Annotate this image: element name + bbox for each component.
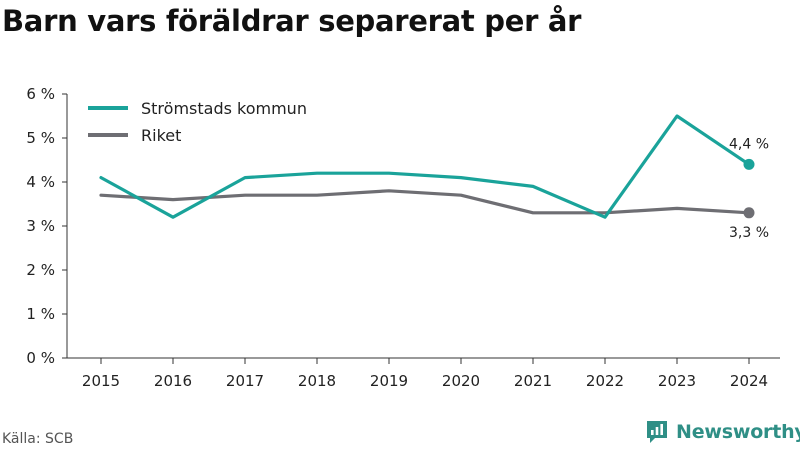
x-tick-label: 2021 [514,372,552,390]
x-tick-label: 2015 [82,372,120,390]
data-label: 4,4 % [729,136,769,152]
series-end-point [743,207,755,219]
x-tick-label: 2016 [154,372,192,390]
data-label: 3,3 % [729,225,769,241]
x-tick-label: 2022 [586,372,624,390]
y-axis: 0 % 1 % 2 % 3 % 4 % 5 % 6 % [26,85,68,367]
series-layer: 3,3 % 4,4 % [99,114,769,241]
newsworthy-logo-icon [647,421,667,443]
legend-entry: Strömstads kommun [141,99,307,118]
brand-logo: Newsworthy [645,419,800,445]
y-tick-label: 4 % [26,173,55,191]
legend-entry: Riket [141,126,181,145]
chart-title: Barn vars föräldrar separerat per år [2,4,582,38]
y-tick-label: 6 % [26,85,55,103]
x-tick-label: 2018 [298,372,336,390]
legend: Strömstads kommun Riket [88,99,307,145]
y-tick-label: 0 % [26,349,55,367]
series-end-point [743,158,755,170]
source-note: Källa: SCB [2,431,74,447]
x-tick-label: 2017 [226,372,264,390]
x-tick-label: 2020 [442,372,480,390]
y-tick-label: 1 % [26,305,55,323]
x-tick-label: 2023 [658,372,696,390]
series-line-stromstad [99,114,751,219]
y-tick-label: 3 % [26,217,55,235]
x-axis: 2015 2016 2017 2018 2019 2020 2021 2022 2023 2024 [67,357,780,390]
y-tick-label: 5 % [26,129,55,147]
x-tick-label: 2019 [370,372,408,390]
x-tick-label: 2024 [730,372,768,390]
brand-name: Newsworthy [676,421,800,443]
y-tick-label: 2 % [26,261,55,279]
